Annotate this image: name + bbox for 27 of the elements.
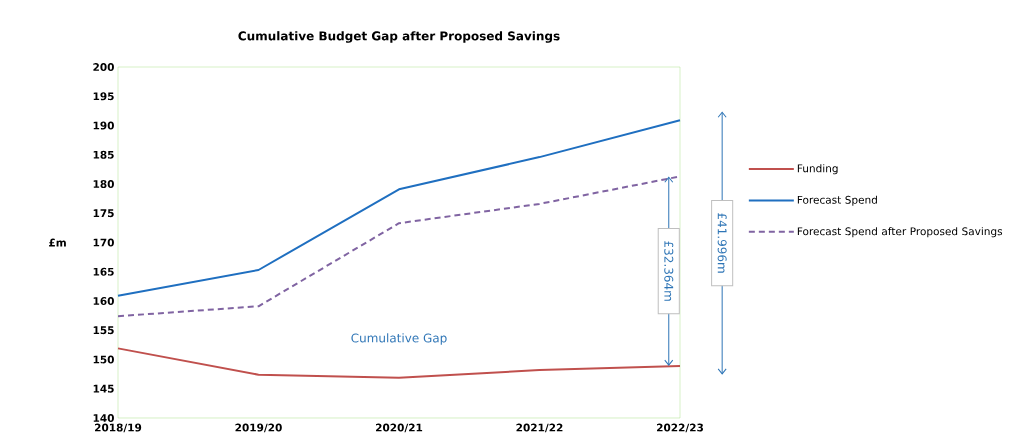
x-tick-label: 2022/23 (657, 423, 704, 433)
y-tick-label: 190 (93, 121, 114, 130)
y-tick-label: 155 (93, 326, 114, 335)
y-axis-title: £m (49, 238, 66, 247)
y-tick-label: 140 (93, 414, 114, 422)
legend-label: Forecast Spend after Proposed Savings (797, 227, 1003, 238)
y-tick-label: 195 (93, 92, 114, 101)
y-tick-label: 145 (93, 384, 114, 393)
annotation: £32.364m (664, 241, 674, 301)
legend-label: Forecast Spend (797, 195, 877, 206)
x-tick-label: 2021/22 (516, 423, 563, 433)
legend-label: Funding (797, 164, 838, 175)
x-tick-label: 2019/20 (235, 423, 282, 433)
text: £41.996m (717, 213, 727, 273)
annotation: Cumulative Gap (351, 333, 447, 345)
y-tick-label: 160 (93, 297, 114, 305)
x-tick-label: 2018/19 (95, 423, 142, 433)
y-tick-label: 175 (93, 209, 114, 218)
y-tick-label: 165 (93, 267, 114, 276)
line-series (117, 347, 682, 379)
chart-title: Cumulative Budget Gap after Proposed Savings (238, 31, 560, 43)
x-tick-label: 2020/21 (376, 423, 423, 433)
y-tick-label: 185 (93, 150, 114, 159)
y-tick-label: 200 (93, 63, 114, 71)
y-tick-label: 150 (93, 355, 114, 364)
y-tick-label: 170 (93, 238, 114, 247)
y-tick-label: 180 (93, 180, 114, 188)
